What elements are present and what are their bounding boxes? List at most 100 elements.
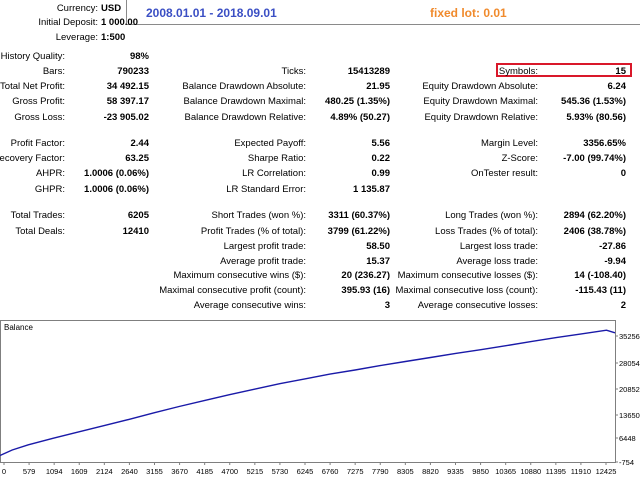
- balance-chart: Balance 35256 28054 20852 13650 6448 -754 0 57…: [0, 320, 640, 476]
- x-tick-label: 11395: [546, 467, 566, 476]
- stat-value: -27.86: [599, 241, 626, 252]
- stat-label: AHPR:: [35, 168, 65, 179]
- stat-value: 5.93% (80.56): [566, 112, 626, 123]
- x-tick-label: 2640: [121, 467, 138, 476]
- stat-value: 63.25: [125, 153, 149, 164]
- plot-frame: [0, 320, 616, 463]
- stat-label: Balance Drawdown Relative:: [184, 112, 306, 123]
- x-tick-label: 8305: [397, 467, 414, 476]
- x-tick-label: 10880: [520, 467, 541, 476]
- x-tick-label: 579: [23, 467, 36, 476]
- stat-label: Maximal consecutive loss (count):: [395, 285, 538, 296]
- stat-value: 15413289: [347, 66, 390, 77]
- stat-label: Gross Profit:: [12, 96, 65, 107]
- stat-value: 3799 (61.22%): [327, 226, 390, 237]
- stat-value: 2: [620, 300, 626, 311]
- stat-label: Profit Factor:: [10, 138, 65, 149]
- stat-value: 6205: [127, 210, 149, 221]
- stat-value: 3356.65%: [583, 138, 626, 149]
- balance-series-line: [0, 329, 616, 457]
- stat-label: Z-Score:: [501, 153, 538, 164]
- stat-value: 790233: [117, 66, 149, 77]
- stat-label: Maximal consecutive profit (count):: [159, 285, 306, 296]
- stat-label: Loss Trades (% of total):: [435, 226, 538, 237]
- stat-value: 6.24: [607, 81, 627, 92]
- initial-deposit-value: 1 000.00: [101, 17, 138, 28]
- stat-label: Maximum consecutive losses ($):: [397, 270, 538, 281]
- stat-label: GHPR:: [34, 184, 65, 195]
- x-tick-label: 7790: [372, 467, 389, 476]
- stat-label: Bars:: [42, 66, 65, 77]
- stat-value: 58 397.17: [106, 96, 149, 107]
- stat-label: Sharpe Ratio:: [247, 153, 306, 164]
- stat-value: 2894 (62.20%): [563, 210, 626, 221]
- stat-label: LR Standard Error:: [226, 184, 306, 195]
- stat-value: 12410: [122, 226, 149, 237]
- x-tick-label: 4700: [221, 467, 238, 476]
- y-tick-label: 28054: [619, 359, 640, 368]
- stat-value: 14 (-108.40): [574, 270, 626, 281]
- stat-label: Equity Drawdown Relative:: [424, 112, 538, 123]
- lot-setting: fixed lot: 0.01: [430, 6, 507, 20]
- stat-label: Average consecutive wins:: [193, 300, 306, 311]
- stat-value: 1.0006 (0.06%): [84, 168, 149, 179]
- stat-label: Largest loss trade:: [459, 241, 538, 252]
- stat-label: Total Net Profit:: [0, 81, 65, 92]
- stat-label: Balance Drawdown Absolute:: [182, 81, 306, 92]
- stat-value: 3311 (60.37%): [328, 210, 390, 221]
- x-tick-label: 2124: [96, 467, 113, 476]
- chart-title: Balance: [4, 323, 33, 332]
- x-tick-label: 9850: [472, 467, 489, 476]
- stat-value: -23 905.02: [103, 112, 149, 123]
- stat-value: 58.50: [366, 241, 390, 252]
- x-tick-label: 5730: [272, 467, 289, 476]
- stat-label: OnTester result:: [470, 168, 538, 179]
- stat-label: Margin Level:: [480, 138, 538, 149]
- x-tick-label: 1609: [71, 467, 88, 476]
- stat-label: Maximum consecutive wins ($):: [173, 270, 306, 281]
- stat-label: Average profit trade:: [220, 256, 306, 267]
- stat-label: Gross Loss:: [14, 112, 65, 123]
- stat-value: 5.56: [371, 138, 391, 149]
- stat-value: 98%: [129, 51, 149, 62]
- leverage-value: 1:500: [101, 32, 126, 43]
- stat-label: LR Correlation:: [242, 168, 306, 179]
- x-tick-label: 9335: [447, 467, 464, 476]
- x-tick-label: 7275: [347, 467, 364, 476]
- stat-label: Balance Drawdown Maximal:: [183, 96, 307, 107]
- stat-label: Recovery Factor:: [0, 153, 65, 164]
- x-tick-label: 0: [2, 467, 6, 476]
- y-tick-label: 6448: [619, 434, 636, 443]
- stat-label: Average consecutive losses:: [417, 300, 538, 311]
- x-tick-label: 3155: [146, 467, 163, 476]
- y-tick-label: 13650: [619, 411, 640, 420]
- stat-value: 21.95: [366, 81, 390, 92]
- stat-label: Short Trades (won %):: [211, 210, 306, 221]
- currency-value: USD: [101, 3, 122, 14]
- stat-label: Expected Payoff:: [234, 138, 306, 149]
- stat-value: 3: [384, 300, 390, 311]
- stat-value: 0.22: [371, 153, 391, 164]
- stat-value: 34 492.15: [106, 81, 149, 92]
- stat-label: Total Deals:: [15, 226, 65, 237]
- header-box: [126, 0, 640, 25]
- stat-value: 395.93 (16): [341, 285, 390, 296]
- x-tick-label: 5215: [246, 467, 263, 476]
- stat-label: Ticks:: [281, 66, 306, 77]
- x-tick-label: 12425: [596, 467, 617, 476]
- stat-label: Largest profit trade:: [223, 241, 306, 252]
- test-period: 2008.01.01 - 2018.09.01: [146, 6, 277, 20]
- stat-value: -115.43 (11): [575, 285, 626, 296]
- y-tick-label: 20852: [619, 385, 640, 394]
- stat-label: Equity Drawdown Maximal:: [423, 96, 538, 107]
- y-tick-label: 35256: [619, 332, 640, 341]
- leverage-label: Leverage:: [55, 32, 98, 43]
- stat-label: Equity Drawdown Absolute:: [422, 81, 538, 92]
- stat-label: Symbols:: [498, 66, 538, 77]
- stat-label: History Quality:: [0, 51, 65, 62]
- x-tick-label: 3670: [171, 467, 188, 476]
- stat-label: Average loss trade:: [456, 256, 538, 267]
- stat-value: 15: [615, 66, 626, 77]
- y-tick-label: -754: [619, 458, 634, 467]
- x-tick-label: 6245: [297, 467, 314, 476]
